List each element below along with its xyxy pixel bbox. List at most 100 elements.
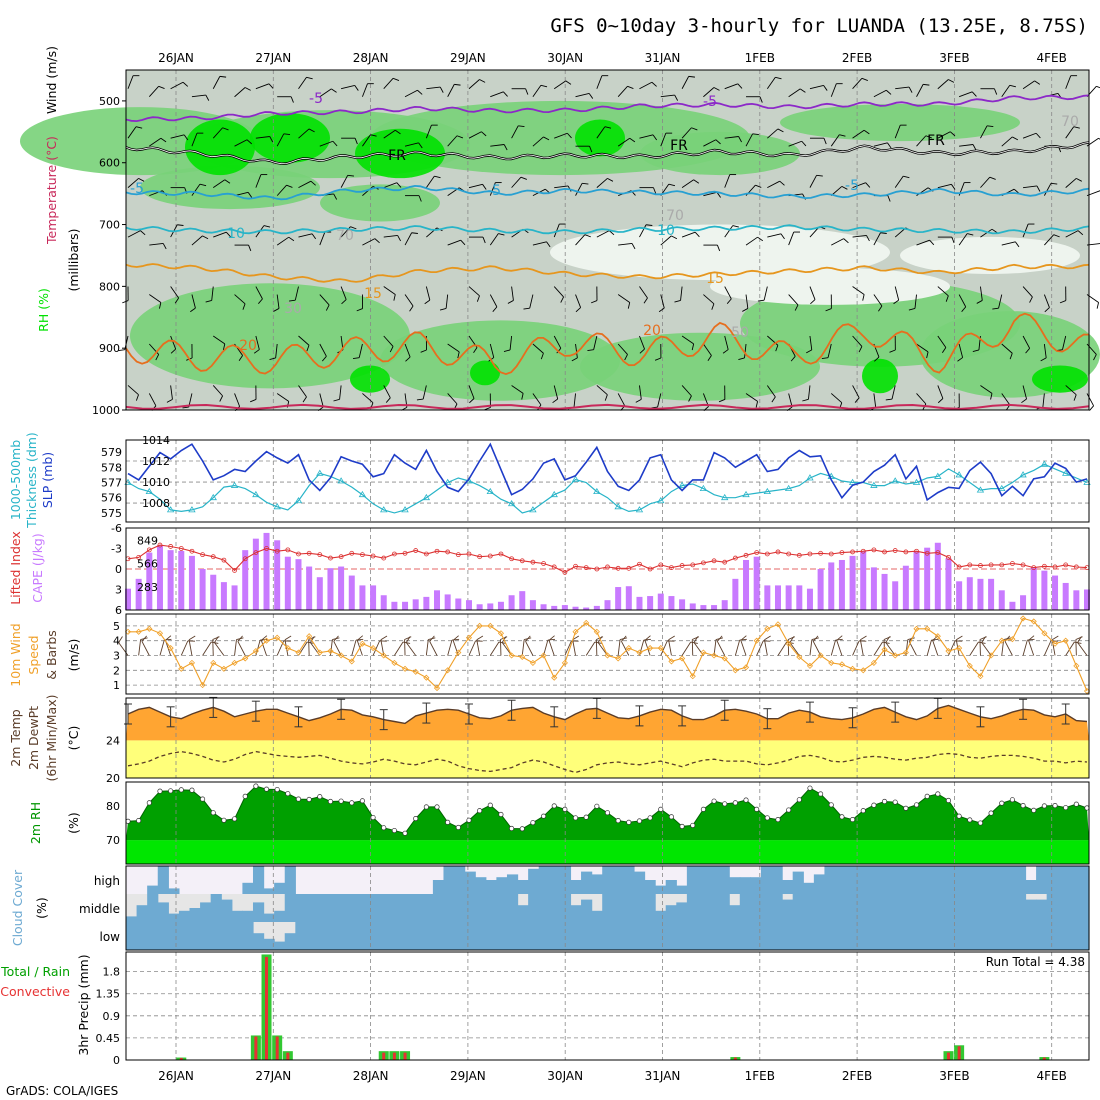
wind-barb-flag	[333, 635, 339, 642]
wind-tick-label: 5	[113, 620, 120, 633]
run-total-label: Run Total = 4.38	[986, 955, 1085, 969]
wind-speed-marker	[540, 652, 547, 659]
wind-barb-flag	[654, 357, 662, 361]
wind-barb-flag	[418, 142, 423, 149]
cloud-bar	[983, 922, 995, 950]
wind-speed-marker	[1051, 640, 1059, 647]
cloud-bar	[591, 910, 603, 922]
rh-marker	[892, 799, 898, 805]
wind-barb	[937, 183, 952, 189]
wind-barb-flag	[812, 635, 819, 642]
rh-marker	[242, 793, 248, 799]
wind-barb	[1042, 393, 1045, 408]
wind-barb-flag	[248, 244, 252, 252]
cloud-bar	[909, 894, 921, 922]
cloud-bar	[1046, 922, 1058, 950]
slp-tick-label: 1012	[142, 455, 170, 468]
cloud-bar	[242, 922, 254, 950]
precip-convective-bar	[946, 1052, 950, 1060]
wind-barb	[681, 335, 694, 345]
wind-barb	[958, 91, 973, 98]
wind-barb-flag	[779, 180, 785, 186]
wind-barb-flag	[199, 183, 207, 187]
wind-barb-flag	[521, 393, 524, 400]
cloud-bar	[1036, 899, 1048, 922]
cloud-bar	[390, 894, 402, 922]
lifted-index-marker	[711, 558, 717, 564]
wind-barb	[489, 343, 495, 358]
wind-barb	[767, 180, 780, 189]
wind-speed-marker	[796, 653, 803, 661]
wind-barb	[873, 232, 881, 246]
thickness-marker	[870, 481, 878, 488]
wind-barb-flag	[722, 349, 729, 354]
cloud-level-label: high	[94, 874, 120, 888]
wind-barb-flag	[1098, 137, 1100, 140]
wind-barb-flag	[608, 230, 615, 236]
wind-barb-flag	[507, 300, 514, 304]
thickness-marker	[934, 472, 942, 479]
rh-marker	[945, 797, 952, 804]
lifted-index-marker	[637, 561, 642, 567]
cloud-bar	[443, 894, 455, 922]
rh-marker	[146, 800, 152, 806]
contour-label: -5	[487, 183, 501, 199]
rh2m-panel: 70 80	[106, 781, 1090, 865]
cloud-bar	[591, 874, 603, 894]
cloud-bar	[633, 922, 646, 950]
wind-barb-flag	[405, 636, 411, 643]
wind-barb-flag	[118, 349, 125, 351]
thickness-marker	[891, 477, 899, 484]
thickness-marker	[401, 506, 409, 513]
wind-barb	[554, 185, 569, 189]
cloud-bar	[295, 894, 307, 922]
rh-marker	[604, 810, 611, 816]
wind-barb	[380, 639, 385, 656]
wind-barb	[767, 128, 779, 139]
rh-marker	[487, 802, 493, 808]
wind-barb	[362, 393, 374, 404]
cloud-bar	[369, 894, 381, 922]
wind-barb-flag	[452, 635, 459, 641]
wind-barb-flag	[957, 357, 963, 362]
cloud-bar	[168, 913, 180, 922]
wind-barb-flag	[1034, 80, 1041, 85]
rh-marker	[274, 786, 280, 793]
wind-barb-flag	[590, 300, 598, 304]
wind-barb	[1023, 185, 1038, 189]
lifted-index-marker	[551, 564, 557, 570]
cloud-bar	[178, 922, 191, 950]
wind-speed-marker	[1020, 615, 1027, 622]
cloud-bar	[1004, 894, 1016, 922]
wind-barb-flag	[457, 351, 460, 359]
lifted-index-marker	[178, 546, 184, 551]
rh-marker	[711, 798, 717, 804]
panel-frame	[125, 697, 1090, 779]
wind-barb-flag	[945, 295, 949, 302]
wind-barb-flag	[880, 232, 887, 234]
wind-speed-marker	[252, 647, 259, 655]
wind-barb	[191, 132, 198, 147]
wind-barb-flag	[1014, 241, 1020, 248]
wind-barb	[969, 641, 979, 656]
wind-barb-flag	[356, 308, 363, 312]
wind-barb-flag	[439, 86, 444, 93]
top-date-label: 26JAN	[158, 51, 194, 65]
wind-barb	[980, 228, 993, 238]
cloud-bar	[316, 894, 328, 922]
thickness-axis-label: 1000-500mb	[8, 440, 23, 520]
cloud-bar	[1046, 866, 1058, 894]
cloud-bar	[168, 888, 180, 894]
wind-barb	[852, 335, 863, 347]
wind-speed-marker	[860, 667, 867, 674]
wind-barb	[1001, 136, 1013, 147]
cloud-cover-panel: high middle low	[79, 865, 1090, 951]
wind-barb	[511, 125, 519, 139]
wind-barb	[891, 385, 896, 400]
wind-barb-flag	[434, 175, 441, 179]
wind-barb	[894, 124, 901, 139]
wind-barb-flag	[644, 635, 651, 641]
thickness-marker	[358, 490, 367, 498]
cape-bar	[242, 550, 249, 610]
wind-barb-flag	[393, 294, 396, 301]
